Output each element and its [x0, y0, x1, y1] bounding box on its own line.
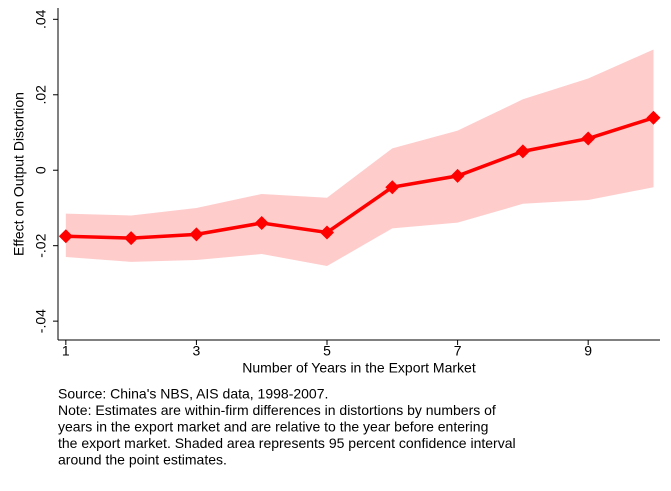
x-tick-label: 7: [454, 343, 462, 359]
marker: [450, 168, 465, 183]
x-tick-label: 5: [323, 343, 331, 359]
y-tick-label: .02: [33, 85, 49, 105]
note-line: around the point estimates.: [58, 452, 227, 468]
y-axis-label: Effect on Output Distortion: [11, 92, 27, 256]
marker: [320, 225, 335, 240]
x-tick-label: 3: [193, 343, 201, 359]
y-tick-label: -.04: [33, 309, 49, 333]
marker: [385, 180, 400, 195]
x-tick-label: 1: [62, 343, 70, 359]
confidence-band: [65, 49, 654, 267]
marker: [581, 131, 596, 146]
note-line: years in the export market and are relat…: [58, 419, 488, 435]
x-tick-label: 9: [584, 343, 592, 359]
marker: [254, 216, 269, 231]
marker: [189, 227, 204, 242]
y-tick-label: .04: [33, 9, 49, 29]
marker: [646, 110, 661, 125]
marker: [124, 231, 139, 246]
marker: [515, 144, 530, 159]
y-tick-label: -.02: [33, 233, 49, 257]
note-line: the export market. Shaded area represent…: [58, 435, 516, 451]
marker: [58, 229, 73, 244]
y-tick-label: 0: [33, 166, 49, 174]
x-axis-label: Number of Years in the Export Market: [242, 360, 476, 376]
note-line: Note: Estimates are within-firm differen…: [58, 402, 496, 418]
line: [65, 116, 655, 240]
note-line: Source: China's NBS, AIS data, 1998-2007…: [58, 386, 328, 402]
